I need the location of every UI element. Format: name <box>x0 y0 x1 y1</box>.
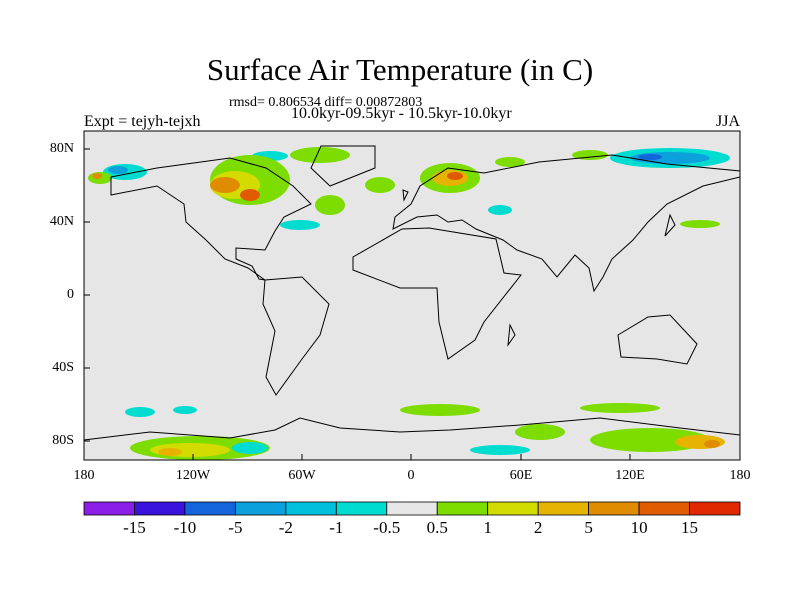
lat-tick-label: 80N <box>49 141 74 156</box>
lon-tick-label: 0 <box>407 468 415 483</box>
colorbar-box <box>335 501 388 516</box>
lon-tick-label: 60W <box>288 468 316 483</box>
colorbar-label: -15 <box>123 518 146 537</box>
lat-tick-label: 40N <box>49 214 74 229</box>
colorbar-box <box>184 501 236 516</box>
lon-tick-label: 180 <box>73 468 95 483</box>
colorbar-box <box>487 501 539 516</box>
lon-tick-label: 120E <box>615 468 645 483</box>
colorbar-label: 10 <box>630 518 648 537</box>
stats-text: rmsd= 0.806534 diff= 0.00872803 <box>229 95 423 110</box>
colorbar-box <box>234 501 287 516</box>
lat-tick-label: 0 <box>67 287 74 302</box>
colorbar-label: 15 <box>681 518 699 537</box>
colorbar-label: -0.5 <box>373 518 401 537</box>
lat-tick-label: 80S <box>52 433 74 448</box>
colorbar-box <box>588 501 640 516</box>
colorbar-label: 5 <box>584 518 593 537</box>
colorbar-label: 2 <box>533 518 543 537</box>
colorbar-box <box>134 501 186 516</box>
colorbar-box <box>537 501 590 516</box>
lat-tick-label: 40S <box>52 360 74 375</box>
lon-tick-label: 180 <box>729 468 751 483</box>
lon-tick-label: 120W <box>175 468 211 483</box>
colorbar-label: -5 <box>228 518 243 537</box>
experiment-label: Expt = tejyh-tejxh <box>84 113 201 130</box>
colorbar-box <box>436 501 489 516</box>
colorbar-label: -10 <box>173 518 197 537</box>
colorbar-box <box>83 501 135 516</box>
colorbar-box <box>689 501 741 516</box>
colorbar-box <box>638 501 690 516</box>
coastlines <box>83 145 741 441</box>
plot-title: Surface Air Temperature (in C) <box>206 52 594 87</box>
season-label: JJA <box>715 113 740 130</box>
lon-tick-label: 60E <box>509 468 533 483</box>
colorbar <box>83 501 741 516</box>
colorbar-box <box>285 501 337 516</box>
period-text: 10.0kyr-09.5kyr - 10.5kyr-10.0kyr <box>291 105 512 122</box>
axis-ticks <box>83 148 741 460</box>
colorbar-label: 1 <box>483 518 492 537</box>
colorbar-label: 0.5 <box>426 518 448 537</box>
colorbar-box <box>386 501 438 516</box>
colorbar-label: -1 <box>329 518 344 537</box>
colorbar-label: -2 <box>278 518 293 537</box>
